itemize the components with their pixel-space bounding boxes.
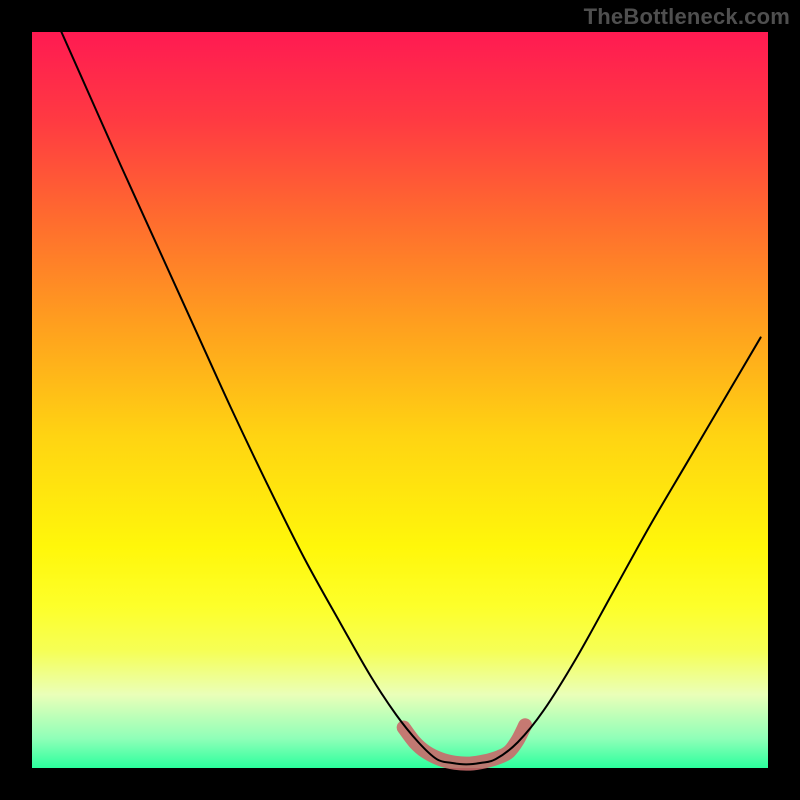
watermark-label: TheBottleneck.com [584, 4, 790, 30]
gradient-panel [32, 32, 768, 768]
bottleneck-curve-plot [0, 0, 800, 800]
chart-outer-frame: TheBottleneck.com [0, 0, 800, 800]
